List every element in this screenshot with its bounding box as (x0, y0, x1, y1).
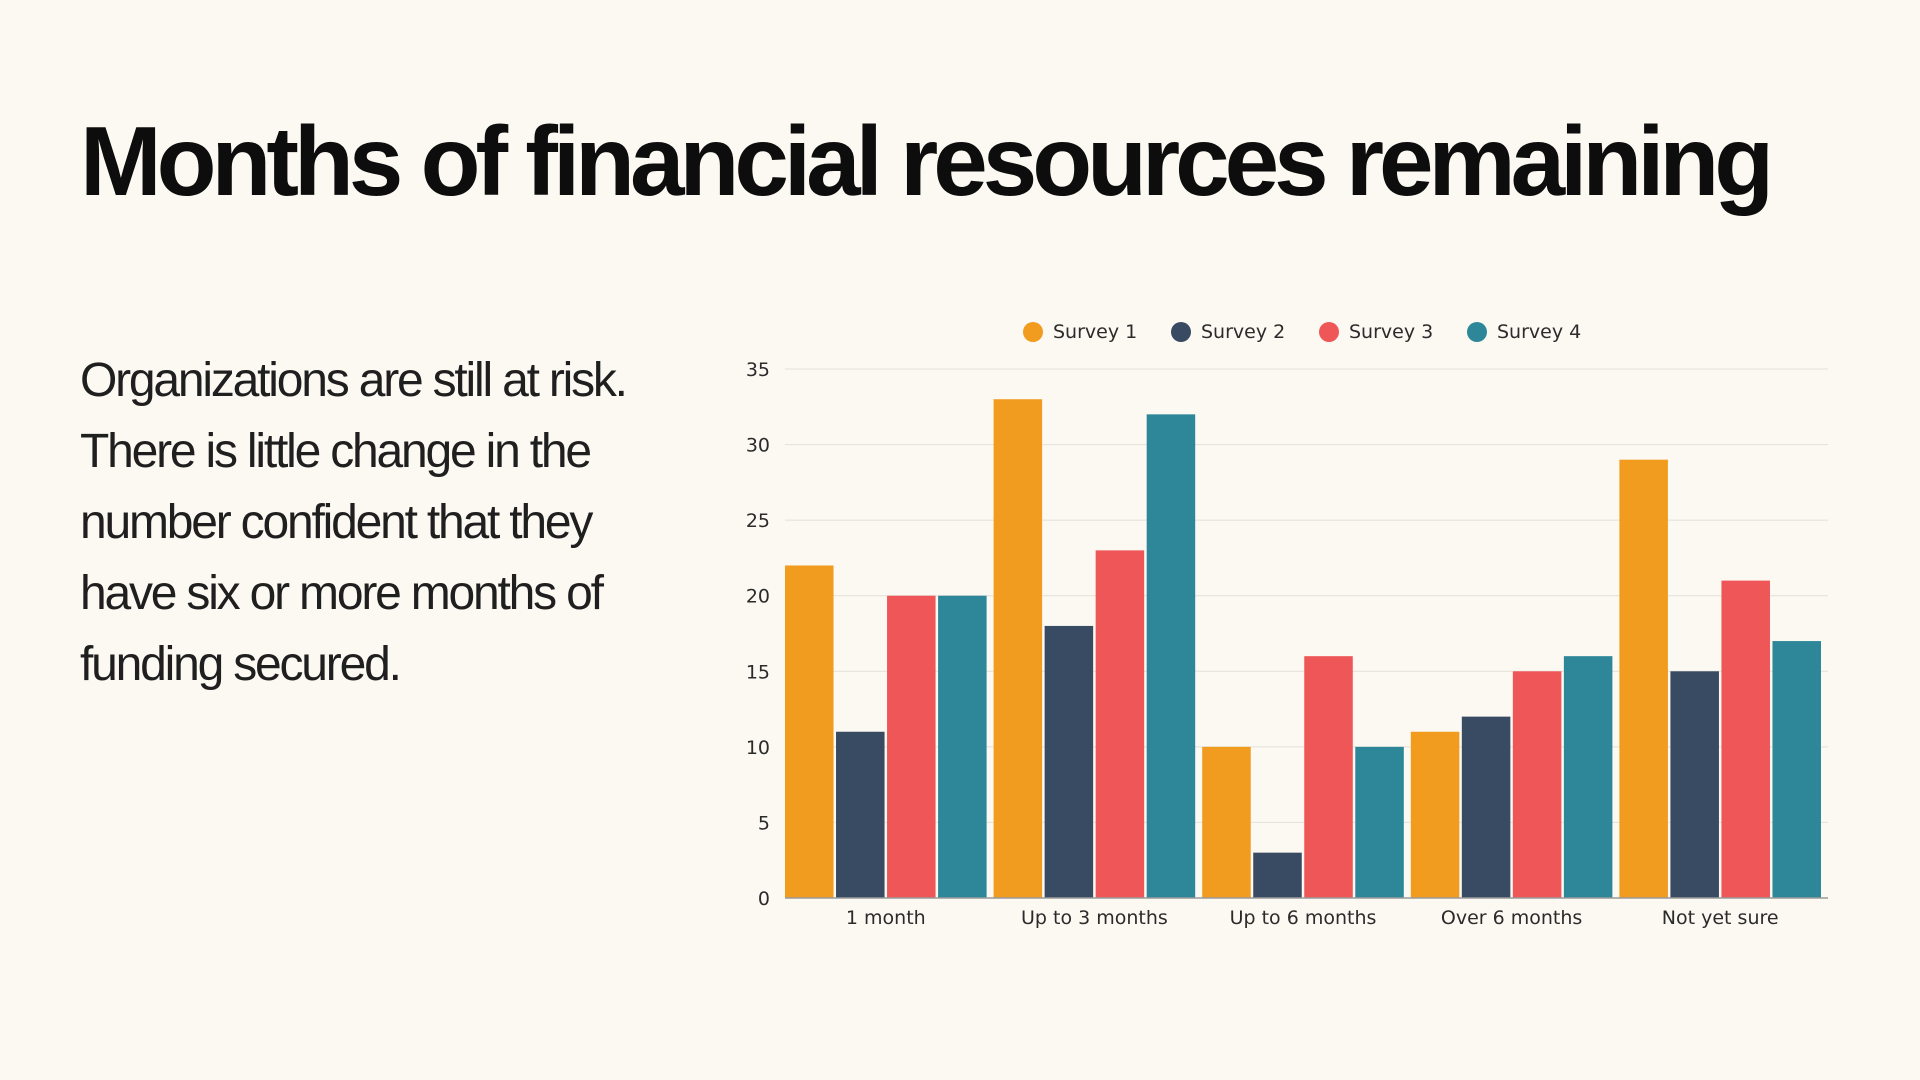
bar-survey-3-up-to-6-months (1304, 656, 1353, 898)
bar-chart: Survey 1 Survey 2 Survey 3 Survey 4 0 5 10 15 2… (746, 321, 1828, 929)
bar-survey-3-1-month (887, 595, 936, 898)
slide-title: Months of financial resources remaining (80, 106, 1774, 216)
x-tick-label: Up to 6 months (1230, 907, 1377, 929)
x-tick-label: Up to 3 months (1021, 907, 1168, 929)
legend-item-survey-3: Survey 3 (1319, 321, 1433, 343)
y-tick-label: 10 (746, 737, 770, 759)
x-tick-label: Over 6 months (1441, 907, 1582, 929)
y-tick-label: 25 (746, 510, 770, 532)
bar-survey-1-up-to-3-months (993, 399, 1043, 898)
bar-survey-4-1-month (938, 595, 987, 898)
bar-survey-4-not-yet-sure (1772, 641, 1821, 898)
y-tick-label: 15 (746, 661, 770, 683)
y-tick-label: 20 (746, 586, 770, 608)
legend-swatch (1319, 322, 1339, 342)
bar-survey-2-up-to-6-months (1253, 852, 1302, 898)
legend-swatch (1467, 322, 1487, 342)
bar-survey-3-not-yet-sure (1721, 580, 1770, 898)
bar-survey-3-up-to-3-months (1095, 550, 1145, 898)
y-tick-label: 5 (758, 812, 770, 834)
x-tick-label: Not yet sure (1662, 907, 1779, 929)
bar-survey-2-over-6-months (1461, 716, 1511, 898)
bar-survey-4-over-6-months (1563, 656, 1613, 898)
legend-label: Survey 1 (1053, 321, 1137, 343)
legend-swatch (1023, 322, 1043, 342)
legend-label: Survey 3 (1349, 321, 1433, 343)
slide-body-text: Organizations are still at risk. There i… (80, 354, 628, 691)
legend-item-survey-4: Survey 4 (1467, 321, 1581, 343)
legend-item-survey-2: Survey 2 (1171, 321, 1285, 343)
bar-survey-4-up-to-6-months (1355, 746, 1404, 898)
legend-label: Survey 4 (1497, 321, 1581, 343)
bar-survey-4-up-to-3-months (1146, 414, 1196, 898)
legend-label: Survey 2 (1201, 321, 1285, 343)
x-tick-label: 1 month (846, 907, 926, 929)
bar-survey-2-1-month (836, 731, 885, 898)
y-tick-label: 35 (746, 359, 770, 381)
bar-survey-1-over-6-months (1410, 731, 1460, 898)
y-tick-label: 30 (746, 435, 770, 457)
bar-survey-3-over-6-months (1512, 671, 1562, 898)
chart-bars (785, 399, 1821, 898)
y-axis: 0 5 10 15 20 25 30 35 (746, 359, 770, 910)
legend-item-survey-1: Survey 1 (1023, 321, 1137, 343)
bar-survey-1-1-month (785, 565, 834, 898)
chart-legend: Survey 1 Survey 2 Survey 3 Survey 4 (1023, 321, 1581, 343)
x-axis: 1 month Up to 3 months Up to 6 months Over … (785, 897, 1828, 929)
y-tick-label: 0 (758, 888, 770, 910)
bar-survey-2-not-yet-sure (1670, 671, 1719, 898)
bar-survey-2-up-to-3-months (1044, 625, 1094, 898)
bar-survey-1-up-to-6-months (1202, 746, 1251, 898)
bar-survey-1-not-yet-sure (1619, 459, 1668, 898)
legend-swatch (1171, 322, 1191, 342)
